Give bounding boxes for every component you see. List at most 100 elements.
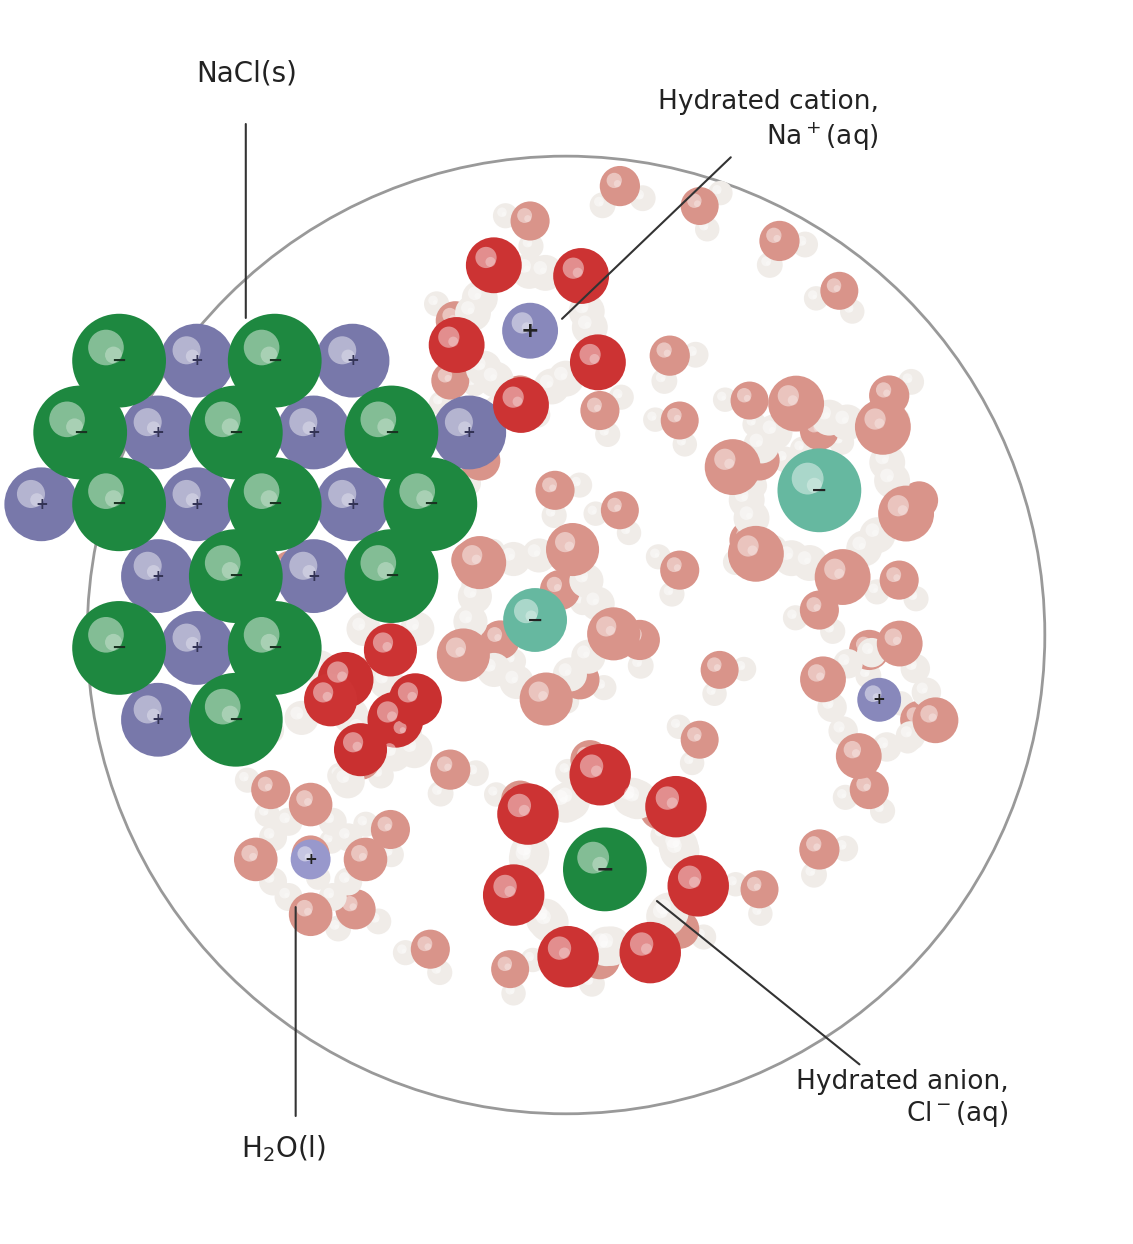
Circle shape (879, 561, 919, 600)
Circle shape (542, 478, 557, 493)
Circle shape (564, 669, 571, 675)
Circle shape (614, 180, 621, 188)
Circle shape (886, 636, 896, 646)
Circle shape (377, 418, 394, 435)
Circle shape (620, 620, 659, 661)
Circle shape (547, 577, 562, 592)
Circle shape (593, 510, 596, 515)
Circle shape (577, 746, 591, 761)
Circle shape (496, 542, 530, 576)
Circle shape (461, 572, 486, 597)
Circle shape (402, 949, 407, 953)
Circle shape (387, 418, 402, 433)
Circle shape (258, 718, 284, 744)
Circle shape (383, 642, 392, 652)
Circle shape (794, 440, 803, 450)
Circle shape (875, 463, 910, 499)
Circle shape (906, 731, 911, 736)
Circle shape (766, 228, 782, 243)
Circle shape (205, 545, 240, 581)
Circle shape (875, 802, 884, 812)
Circle shape (684, 755, 693, 764)
Circle shape (335, 889, 376, 929)
Circle shape (837, 789, 846, 799)
Circle shape (891, 479, 900, 489)
Circle shape (650, 549, 659, 559)
Circle shape (695, 216, 719, 241)
Circle shape (435, 335, 445, 345)
Circle shape (528, 544, 540, 557)
Circle shape (763, 420, 776, 434)
Circle shape (876, 382, 892, 398)
Circle shape (661, 911, 667, 918)
Circle shape (471, 381, 475, 384)
Circle shape (349, 903, 357, 911)
Circle shape (900, 511, 923, 536)
Circle shape (759, 221, 800, 261)
Circle shape (810, 871, 815, 876)
Circle shape (536, 470, 574, 510)
Circle shape (867, 648, 872, 653)
Circle shape (383, 846, 392, 856)
Circle shape (620, 785, 634, 800)
Circle shape (566, 667, 582, 682)
Circle shape (463, 636, 488, 661)
Circle shape (891, 641, 895, 646)
Circle shape (658, 826, 698, 866)
Circle shape (297, 713, 303, 719)
Circle shape (410, 429, 434, 454)
Circle shape (540, 374, 554, 388)
Circle shape (487, 627, 502, 642)
Circle shape (375, 671, 389, 683)
Circle shape (661, 909, 699, 949)
Circle shape (366, 908, 391, 934)
Circle shape (869, 376, 910, 415)
Circle shape (792, 545, 827, 581)
Circle shape (398, 944, 407, 954)
Circle shape (904, 738, 909, 743)
Circle shape (857, 776, 871, 791)
Circle shape (502, 302, 559, 358)
Circle shape (526, 898, 565, 938)
Circle shape (564, 541, 574, 551)
Circle shape (864, 685, 881, 702)
Circle shape (850, 770, 888, 809)
Circle shape (276, 396, 350, 469)
Circle shape (812, 295, 817, 299)
Circle shape (667, 917, 682, 932)
Circle shape (509, 812, 534, 836)
Circle shape (864, 580, 889, 605)
Circle shape (160, 323, 233, 398)
Text: Hydrated cation,
Na$^+$(aq): Hydrated cation, Na$^+$(aq) (562, 90, 879, 318)
Circle shape (912, 595, 917, 600)
Circle shape (727, 876, 736, 886)
Text: −: − (267, 352, 282, 369)
Circle shape (815, 549, 870, 605)
Circle shape (546, 522, 599, 576)
Circle shape (903, 373, 912, 383)
Circle shape (205, 689, 240, 724)
Circle shape (736, 388, 751, 403)
Circle shape (886, 475, 911, 500)
Circle shape (624, 786, 639, 801)
Circle shape (352, 741, 363, 751)
Circle shape (901, 654, 930, 683)
Circle shape (505, 653, 514, 663)
Circle shape (437, 399, 442, 404)
Circle shape (66, 418, 83, 435)
Circle shape (696, 929, 705, 938)
Circle shape (661, 402, 699, 439)
Circle shape (500, 376, 540, 415)
Circle shape (424, 291, 449, 316)
Circle shape (833, 836, 858, 861)
Circle shape (808, 664, 825, 682)
Circle shape (306, 866, 331, 889)
Circle shape (564, 795, 571, 802)
Text: +: + (152, 425, 164, 440)
Circle shape (534, 550, 540, 556)
Circle shape (160, 611, 233, 685)
Circle shape (675, 791, 685, 801)
Circle shape (529, 957, 534, 960)
Circle shape (608, 384, 633, 409)
Text: Hydrated anion,
Cl$^-$(aq): Hydrated anion, Cl$^-$(aq) (657, 901, 1008, 1130)
